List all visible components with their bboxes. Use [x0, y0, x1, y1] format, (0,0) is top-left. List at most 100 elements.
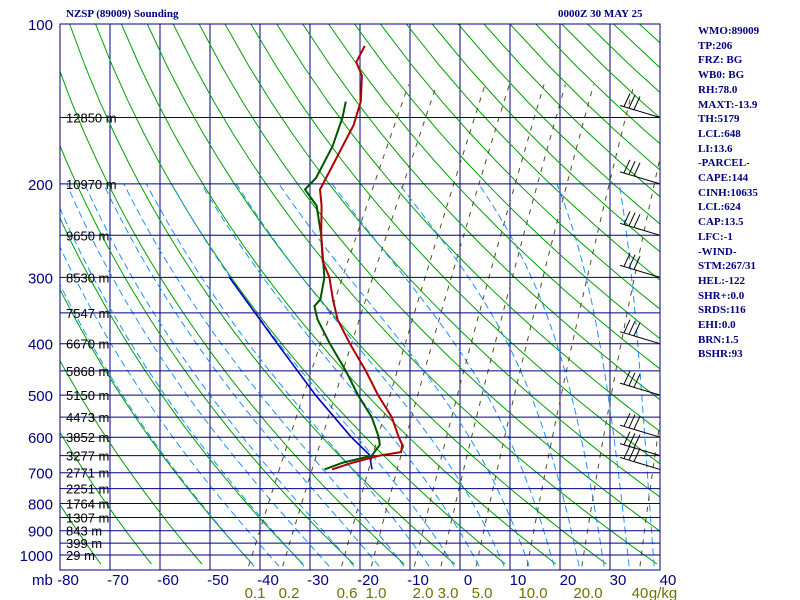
wind-barb-feather	[628, 94, 636, 109]
height-label: 5150 m	[66, 388, 109, 403]
dry-adiabat	[224, 24, 660, 498]
height-label: 5868 m	[66, 364, 109, 379]
height-label: 9650 m	[66, 228, 109, 243]
wind-barb-feather	[623, 159, 631, 174]
dry-adiabat	[302, 24, 660, 401]
temperature-trace	[318, 45, 404, 471]
wind-barb-feather	[633, 373, 641, 388]
dry-adiabat	[276, 24, 660, 432]
wind-barb-feather	[628, 372, 636, 386]
temperature-tick-label: -60	[157, 572, 179, 589]
moist-adiabat	[278, 183, 530, 567]
height-label: 7547 m	[66, 306, 109, 321]
mixing-ratio-line	[581, 156, 660, 567]
mixing-ratio-label: 40	[632, 585, 649, 600]
mixing-ratio-label: 10.0	[518, 585, 547, 600]
dry-adiabat	[405, 24, 660, 281]
stat-line: BRN:1.5	[698, 333, 739, 346]
stat-line: SHR+:0.0	[698, 289, 745, 302]
wind-barb-feather	[628, 432, 636, 447]
height-label: 1764 m	[66, 497, 109, 512]
moist-adiabat	[556, 183, 630, 567]
stat-line: -WIND-	[698, 245, 737, 258]
wind-barb-shaft	[619, 171, 661, 185]
moist-adiabat	[60, 207, 305, 567]
mixing-ratio-line	[526, 84, 635, 567]
temperature-tick-label: -20	[357, 572, 379, 589]
stat-line: WB0: BG	[698, 69, 745, 82]
temperature-tick-label: -30	[307, 572, 329, 589]
stat-line: FRZ: BG	[698, 54, 743, 67]
dry-adiabat	[354, 24, 660, 340]
height-label: 3852 m	[66, 430, 109, 445]
wind-barb-feather	[623, 93, 631, 107]
stat-line: TP:206	[698, 39, 733, 52]
temperature-tick-label: -50	[207, 572, 229, 589]
wind-barb-feather	[628, 320, 636, 335]
chart-title: NZSP (89009) Sounding	[66, 8, 179, 20]
stat-line: STM:267/31	[698, 260, 757, 273]
stat-line: LCL:624	[698, 201, 741, 214]
stat-line: EHI:0.0	[698, 319, 736, 332]
dry-adiabat	[328, 24, 660, 370]
temperature-tick-label: 0	[464, 572, 472, 589]
moist-adiabat	[200, 183, 480, 567]
pressure-tick-label: 700	[28, 466, 53, 483]
moist-adiabat	[60, 283, 255, 567]
height-label: 3277 m	[66, 449, 109, 464]
dry-adiabat	[60, 216, 304, 565]
height-label: 4473 m	[66, 410, 109, 425]
moist-adiabat	[171, 183, 455, 567]
plot-frame	[59, 23, 661, 571]
wind-barb-feather	[628, 161, 636, 175]
height-label: 843 m	[66, 524, 102, 539]
wind-barb-feather	[623, 431, 631, 445]
mixing-ratio-label: 5.0	[472, 585, 493, 600]
dry-adiabat	[431, 24, 660, 253]
dry-adiabat	[172, 24, 658, 565]
moist-adiabat	[235, 183, 505, 567]
wind-barb-shaft	[619, 331, 661, 345]
wind-barb-feather	[623, 412, 631, 427]
x-axis-label: mb	[32, 572, 53, 589]
wind-barb-shaft	[619, 105, 661, 118]
dry-adiabat	[95, 24, 506, 565]
dry-adiabat	[60, 288, 253, 565]
pressure-tick-label: 800	[28, 497, 53, 514]
wind-barb-feather	[628, 212, 636, 227]
mixing-ratio-label: 2.0	[413, 585, 434, 600]
wind-barb-feather	[633, 322, 641, 336]
moist-adiabat	[84, 183, 355, 567]
wind-barb-shaft	[619, 382, 661, 396]
pressure-tick-label: 200	[28, 177, 53, 194]
pressure-tick-label: 1000	[20, 548, 53, 565]
wind-barb-feather	[633, 162, 641, 177]
dry-adiabat	[60, 70, 405, 565]
mixing-ratio-line	[440, 84, 566, 567]
parcel-trace	[228, 276, 373, 470]
dry-adiabat	[146, 24, 607, 565]
stat-line: CINH:10635	[698, 186, 758, 199]
dry-adiabat	[60, 144, 354, 565]
dry-adiabat	[250, 24, 660, 465]
height-label: 1307 m	[66, 511, 109, 526]
stat-line: LI:13.6	[698, 142, 733, 155]
height-label: 8530 m	[66, 270, 109, 285]
stats-panel: WMO:89009 TP:206 FRZ: BG WB0: BG RH:78.0 MAXT…	[698, 24, 798, 362]
temperature-tick-label: 10	[510, 572, 527, 589]
dry-adiabat	[120, 24, 557, 565]
pressure-tick-label: 400	[28, 337, 53, 354]
height-label: 2771 m	[66, 466, 109, 481]
stat-line: -PARCEL-	[698, 157, 750, 170]
stat-line: BSHR:93	[698, 348, 743, 361]
mixing-ratio-label: 1.0	[366, 585, 387, 600]
mixing-ratio-line	[341, 84, 486, 567]
wind-barb-feather	[623, 253, 631, 267]
mixing-ratio-line	[248, 84, 410, 567]
moist-adiabat	[123, 183, 405, 567]
dry-adiabat	[198, 24, 660, 532]
chart-valid-time: 0000Z 30 MAY 25	[558, 8, 643, 20]
pressure-tick-label: 300	[28, 270, 53, 287]
wind-barb-feather	[623, 319, 631, 333]
mixing-ratio-line	[413, 84, 545, 567]
